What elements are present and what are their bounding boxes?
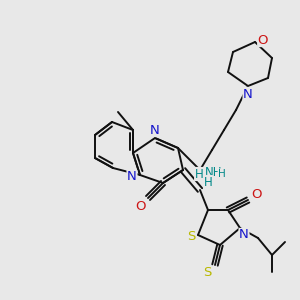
- Text: S: S: [203, 266, 211, 280]
- Text: S: S: [187, 230, 195, 244]
- Text: O: O: [136, 200, 146, 212]
- Text: NH: NH: [205, 166, 223, 178]
- Text: N: N: [150, 124, 160, 136]
- Text: N: N: [127, 170, 137, 184]
- Text: N: N: [239, 229, 249, 242]
- Text: O: O: [251, 188, 261, 202]
- Text: H: H: [195, 167, 203, 181]
- Text: H: H: [204, 176, 212, 188]
- Text: O: O: [258, 34, 268, 46]
- Text: H: H: [218, 169, 226, 179]
- Text: N: N: [243, 88, 253, 100]
